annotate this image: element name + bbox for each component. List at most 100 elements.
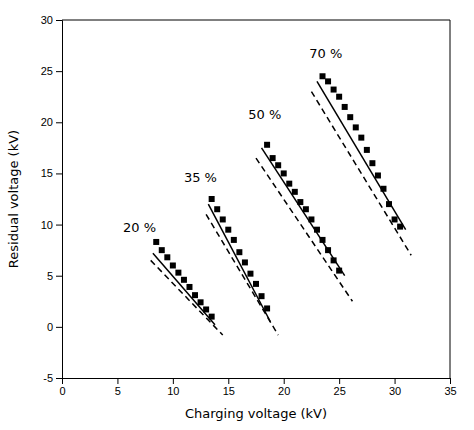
y-tick-label: -5: [43, 372, 53, 384]
marker: [153, 239, 159, 245]
marker: [181, 277, 187, 283]
marker: [198, 299, 204, 305]
y-tick: 30: [41, 14, 62, 26]
y-tick-label: 5: [47, 270, 53, 282]
annotation: 70 %: [309, 46, 342, 61]
marker: [325, 247, 331, 253]
x-tick: 20: [278, 378, 290, 397]
marker: [242, 259, 248, 265]
marker: [320, 237, 326, 243]
marker: [325, 78, 331, 84]
marker: [375, 172, 381, 178]
marker: [209, 314, 215, 320]
solid-line: [262, 148, 345, 276]
marker: [170, 262, 176, 268]
marker: [275, 162, 281, 168]
marker: [303, 206, 309, 212]
marker: [186, 284, 192, 290]
marker: [386, 201, 392, 207]
x-tick-label: 25: [334, 385, 346, 397]
marker: [331, 87, 337, 93]
marker: [270, 155, 276, 161]
y-tick-label: 15: [41, 167, 53, 179]
y-tick-label: 25: [41, 65, 53, 77]
marker: [247, 271, 253, 277]
plot-area: 05101520253035-505101520253020 %35 %50 %…: [41, 14, 457, 397]
marker: [253, 281, 259, 287]
x-tick-label: 20: [278, 385, 290, 397]
marker: [286, 181, 292, 187]
x-tick-label: 30: [389, 385, 401, 397]
y-tick-label: 10: [41, 219, 53, 231]
x-axis-title: Charging voltage (kV): [185, 406, 327, 421]
y-axis-line: [56, 21, 63, 379]
x-tick-mark: [228, 378, 229, 384]
marker: [336, 94, 342, 100]
marker: [159, 247, 165, 253]
marker: [320, 73, 326, 79]
marker: [192, 292, 198, 298]
y-tick-label: 0: [47, 321, 53, 333]
marker: [203, 306, 209, 312]
marker: [353, 124, 359, 130]
y-tick-mark: [56, 20, 62, 21]
marker: [175, 270, 181, 276]
y-tick-mark: [56, 276, 62, 277]
marker: [220, 216, 226, 222]
marker: [380, 186, 386, 192]
marker: [331, 257, 337, 263]
x-tick-mark: [284, 378, 285, 384]
x-tick: 5: [115, 378, 121, 397]
marker: [314, 227, 320, 233]
marker: [364, 147, 370, 153]
frame-right: [450, 20, 451, 378]
dashed-line: [311, 92, 411, 256]
x-tick-label: 5: [115, 385, 121, 397]
x-tick-mark: [117, 378, 118, 384]
y-tick-mark: [56, 327, 62, 328]
annotations: 20 %35 %50 %70 %: [123, 46, 342, 235]
marker: [264, 305, 270, 311]
marker: [347, 114, 353, 120]
x-tick-label: 10: [167, 385, 179, 397]
x-tick: 25: [334, 378, 346, 397]
marker: [214, 206, 220, 212]
marker: [259, 293, 265, 299]
x-tick-mark: [339, 378, 340, 384]
x-tick: 30: [389, 378, 401, 397]
marker: [397, 224, 403, 230]
x-tick-mark: [395, 378, 396, 384]
marker: [281, 170, 287, 176]
annotation: 20 %: [123, 220, 156, 235]
x-tick: 35: [444, 378, 456, 397]
x-axis-line: [63, 379, 451, 385]
marks: [151, 73, 412, 335]
annotation: 50 %: [248, 107, 281, 122]
y-tick: 0: [47, 321, 62, 333]
y-tick-mark: [56, 378, 62, 379]
y-axis: -5 0 5 10 15 20 25 30: [41, 14, 63, 384]
x-tick-label: 35: [444, 385, 456, 397]
y-tick-label: 30: [41, 14, 53, 26]
marker: [264, 142, 270, 148]
solid-line: [208, 204, 270, 322]
marker: [369, 160, 375, 166]
marker: [358, 135, 364, 141]
x-tick-label: 0: [59, 385, 65, 397]
dashed-line: [151, 260, 223, 335]
marker: [342, 104, 348, 110]
dashed-line: [256, 158, 352, 301]
y-tick: -5: [43, 372, 62, 384]
y-tick-mark: [56, 173, 62, 174]
x-tick-mark: [450, 378, 451, 384]
solid-line: [153, 253, 215, 325]
x-tick: 15: [223, 378, 235, 397]
y-tick-mark: [56, 225, 62, 226]
x-axis: 0 5 10 15 20 25 30 35: [59, 378, 456, 397]
y-tick-mark: [56, 71, 62, 72]
solid-line: [317, 81, 406, 229]
marker: [236, 249, 242, 255]
marker: [231, 237, 237, 243]
marker: [292, 189, 298, 195]
y-tick: 20: [41, 116, 62, 128]
